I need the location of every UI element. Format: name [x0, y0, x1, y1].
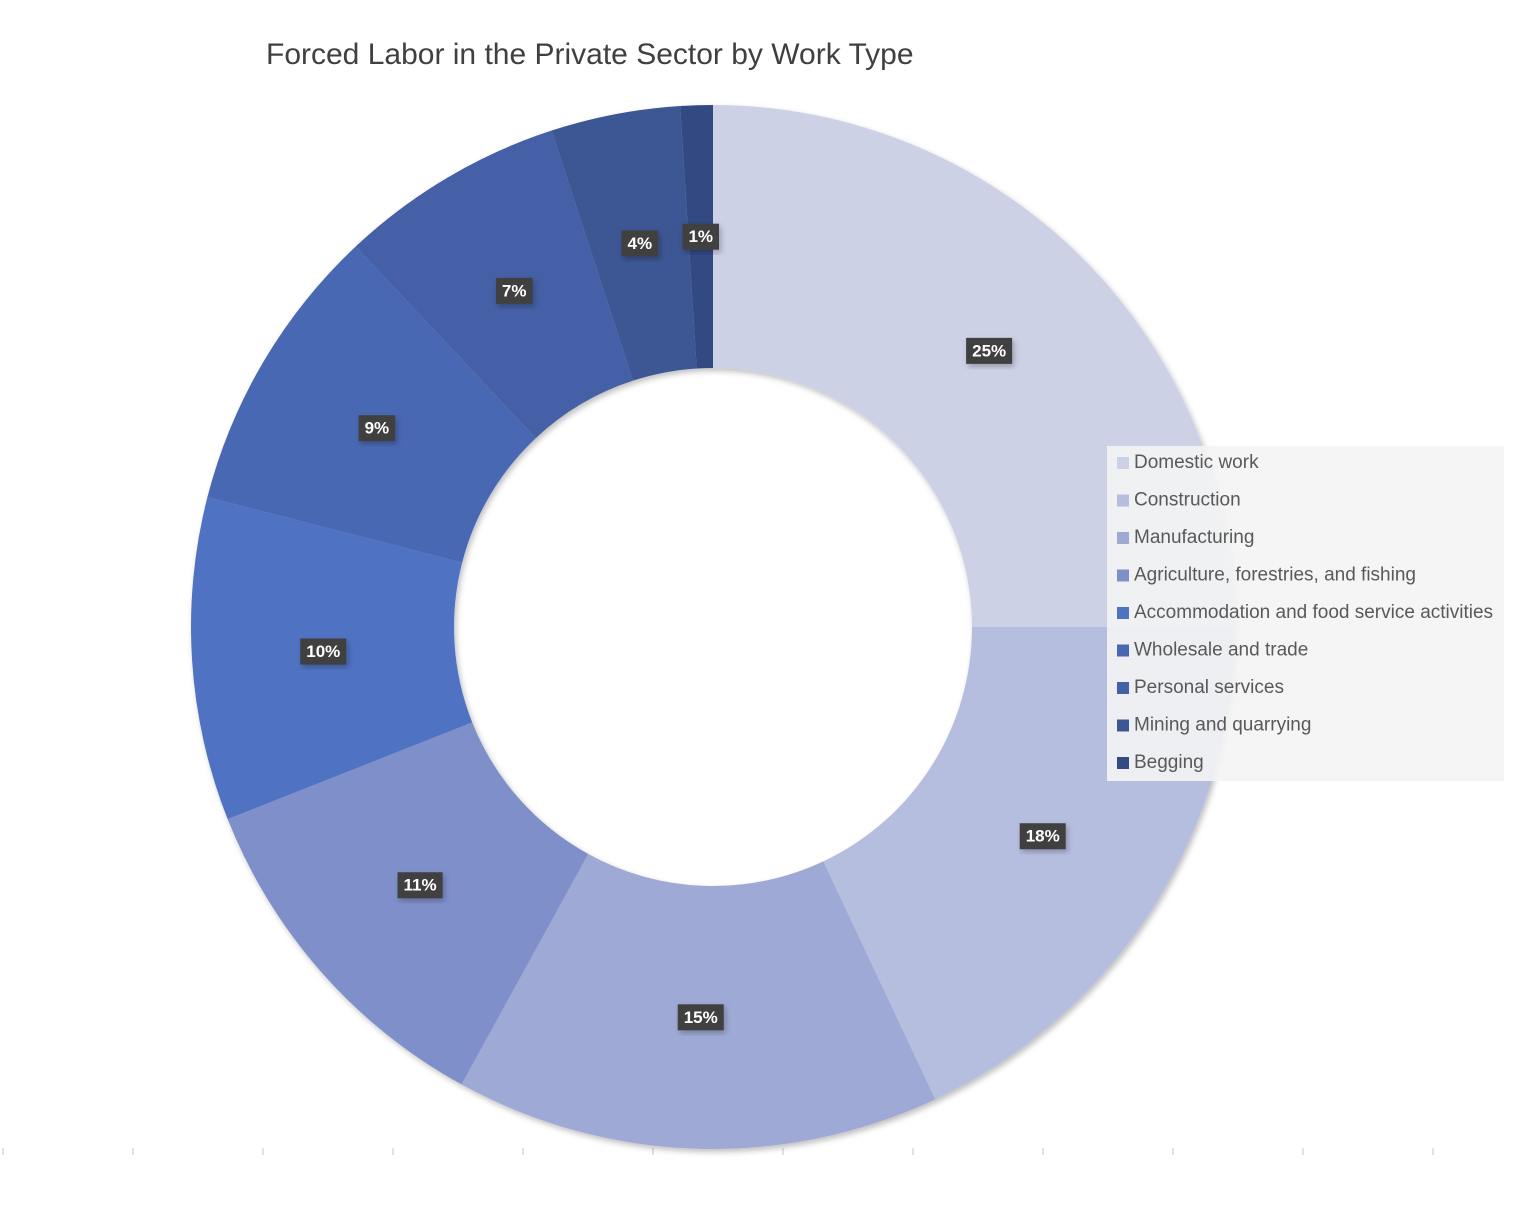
- data-label-box: [397, 872, 443, 899]
- legend-swatch: [1117, 494, 1129, 507]
- legend-label: Accommodation and food service activitie…: [1134, 602, 1493, 623]
- data-label: 11%: [397, 872, 443, 899]
- legend-label: Agriculture, forestries, and fishing: [1134, 565, 1416, 586]
- data-label-text: 1%: [688, 227, 713, 246]
- slice: [461, 853, 936, 1149]
- legend-swatch: [1117, 644, 1129, 657]
- data-label: 7%: [495, 277, 533, 304]
- slice: [207, 246, 536, 563]
- data-label: 1%: [682, 223, 720, 250]
- data-label: 4%: [621, 230, 659, 257]
- data-label: 10%: [300, 638, 347, 665]
- bottom-ticks: [2, 1148, 1434, 1155]
- slice: [355, 130, 633, 439]
- data-label-text: 7%: [502, 281, 527, 300]
- donut: [191, 105, 1235, 1149]
- data-label-text: 18%: [1026, 827, 1060, 846]
- legend-label: Personal services: [1134, 677, 1284, 698]
- data-label-box: [966, 337, 1013, 364]
- legend-swatch: [1117, 457, 1129, 469]
- legend-swatch: [1117, 682, 1129, 694]
- legend-label: Manufacturing: [1134, 527, 1254, 548]
- data-label-text: 25%: [972, 341, 1006, 360]
- data-label-box: [300, 638, 347, 665]
- legend-label: Begging: [1134, 752, 1204, 773]
- legend-box: [1107, 446, 1504, 781]
- data-label: 9%: [358, 415, 396, 442]
- data-label-text: 4%: [628, 234, 653, 253]
- legend-swatch: [1117, 607, 1129, 619]
- data-label: 18%: [1019, 823, 1066, 850]
- data-label-text: 15%: [684, 1008, 718, 1027]
- data-label-box: [495, 277, 533, 304]
- legend-swatch: [1117, 532, 1129, 544]
- data-label-box: [682, 223, 720, 250]
- legend-label: Domestic work: [1134, 452, 1259, 473]
- slice: [713, 105, 1235, 627]
- data-label-box: [621, 230, 659, 257]
- data-label: 25%: [966, 337, 1013, 364]
- data-label: 15%: [677, 1004, 724, 1031]
- data-label-box: [677, 1004, 724, 1031]
- data-label-text: 9%: [365, 419, 390, 438]
- legend-swatch: [1117, 569, 1129, 582]
- data-label-text: 11%: [404, 876, 437, 895]
- legend-swatch: [1117, 757, 1129, 769]
- legend-label: Wholesale and trade: [1134, 640, 1308, 661]
- legend-swatch: [1117, 719, 1129, 732]
- data-label-box: [1019, 823, 1066, 850]
- chart-title: Forced Labor in the Private Sector by Wo…: [266, 38, 914, 71]
- legend-label: Mining and quarrying: [1134, 715, 1311, 736]
- data-label-text: 10%: [306, 642, 340, 661]
- slice: [227, 722, 589, 1085]
- legend-label: Construction: [1134, 490, 1241, 511]
- data-label-box: [358, 415, 396, 442]
